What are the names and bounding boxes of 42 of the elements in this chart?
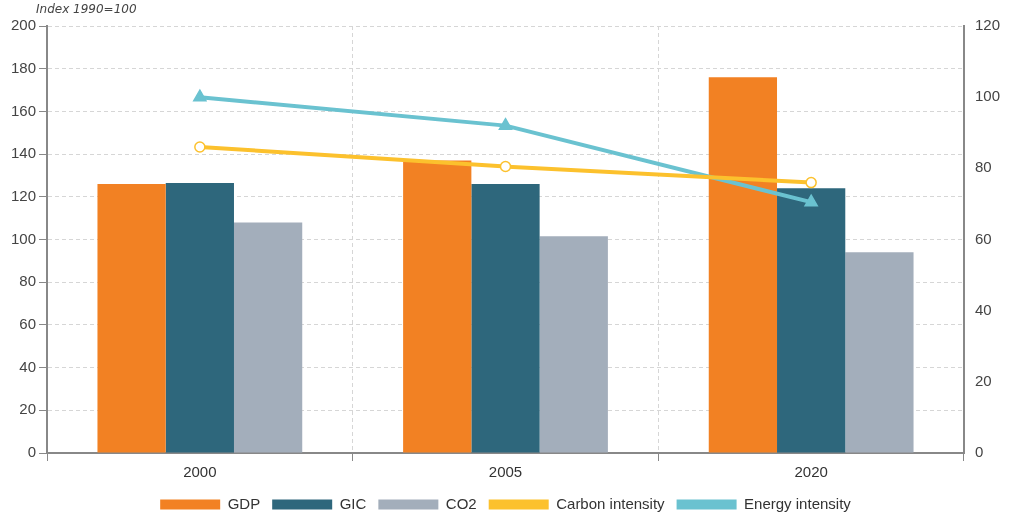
point xyxy=(499,160,512,173)
point xyxy=(805,176,817,189)
y2-tick-label: 20 xyxy=(974,371,992,389)
y-axis-title: Index 1990=100 xyxy=(36,2,137,16)
point xyxy=(194,141,206,153)
point xyxy=(498,117,513,130)
y2-tick-label: 0 xyxy=(974,443,984,461)
y2-tick-label: 40 xyxy=(974,300,992,318)
bar xyxy=(165,182,234,453)
y-tick-label: 20 xyxy=(19,400,37,418)
legend-label: CO2 xyxy=(445,494,477,512)
y2-tick-label: 100 xyxy=(974,87,1000,105)
bar xyxy=(403,160,472,453)
legend-label: Energy intensity xyxy=(744,494,852,512)
point xyxy=(193,89,207,102)
legend-label: GIC xyxy=(339,494,367,512)
y-tick-label: 200 xyxy=(11,16,37,34)
bar xyxy=(539,236,608,453)
y-tick-label: 40 xyxy=(19,357,37,375)
legend-label: GDP xyxy=(227,494,261,512)
bar xyxy=(233,222,303,453)
x-tick-label: 2020 xyxy=(794,463,828,481)
bar xyxy=(471,183,540,453)
x-tick-label: 2000 xyxy=(183,463,217,481)
bar xyxy=(845,252,914,453)
bar xyxy=(708,77,778,453)
y2-tick-label: 80 xyxy=(974,158,992,176)
y2-tick-label: 120 xyxy=(974,16,1000,34)
y-tick-label: 140 xyxy=(11,144,37,162)
y-tick-label: 60 xyxy=(19,315,37,333)
y-tick-label: 0 xyxy=(27,443,37,461)
y-tick-label: 100 xyxy=(11,229,37,247)
y-tick-label: 160 xyxy=(11,101,37,119)
x-tick-label: 2005 xyxy=(488,463,523,481)
y-tick-label: 120 xyxy=(11,186,37,204)
y-tick-label: 80 xyxy=(19,272,37,290)
legend-label: Carbon intensity xyxy=(556,494,666,512)
y-tick-label: 180 xyxy=(11,58,37,76)
bar xyxy=(97,183,166,453)
bar xyxy=(777,188,846,453)
y2-tick-label: 60 xyxy=(974,229,992,247)
point xyxy=(804,194,818,207)
